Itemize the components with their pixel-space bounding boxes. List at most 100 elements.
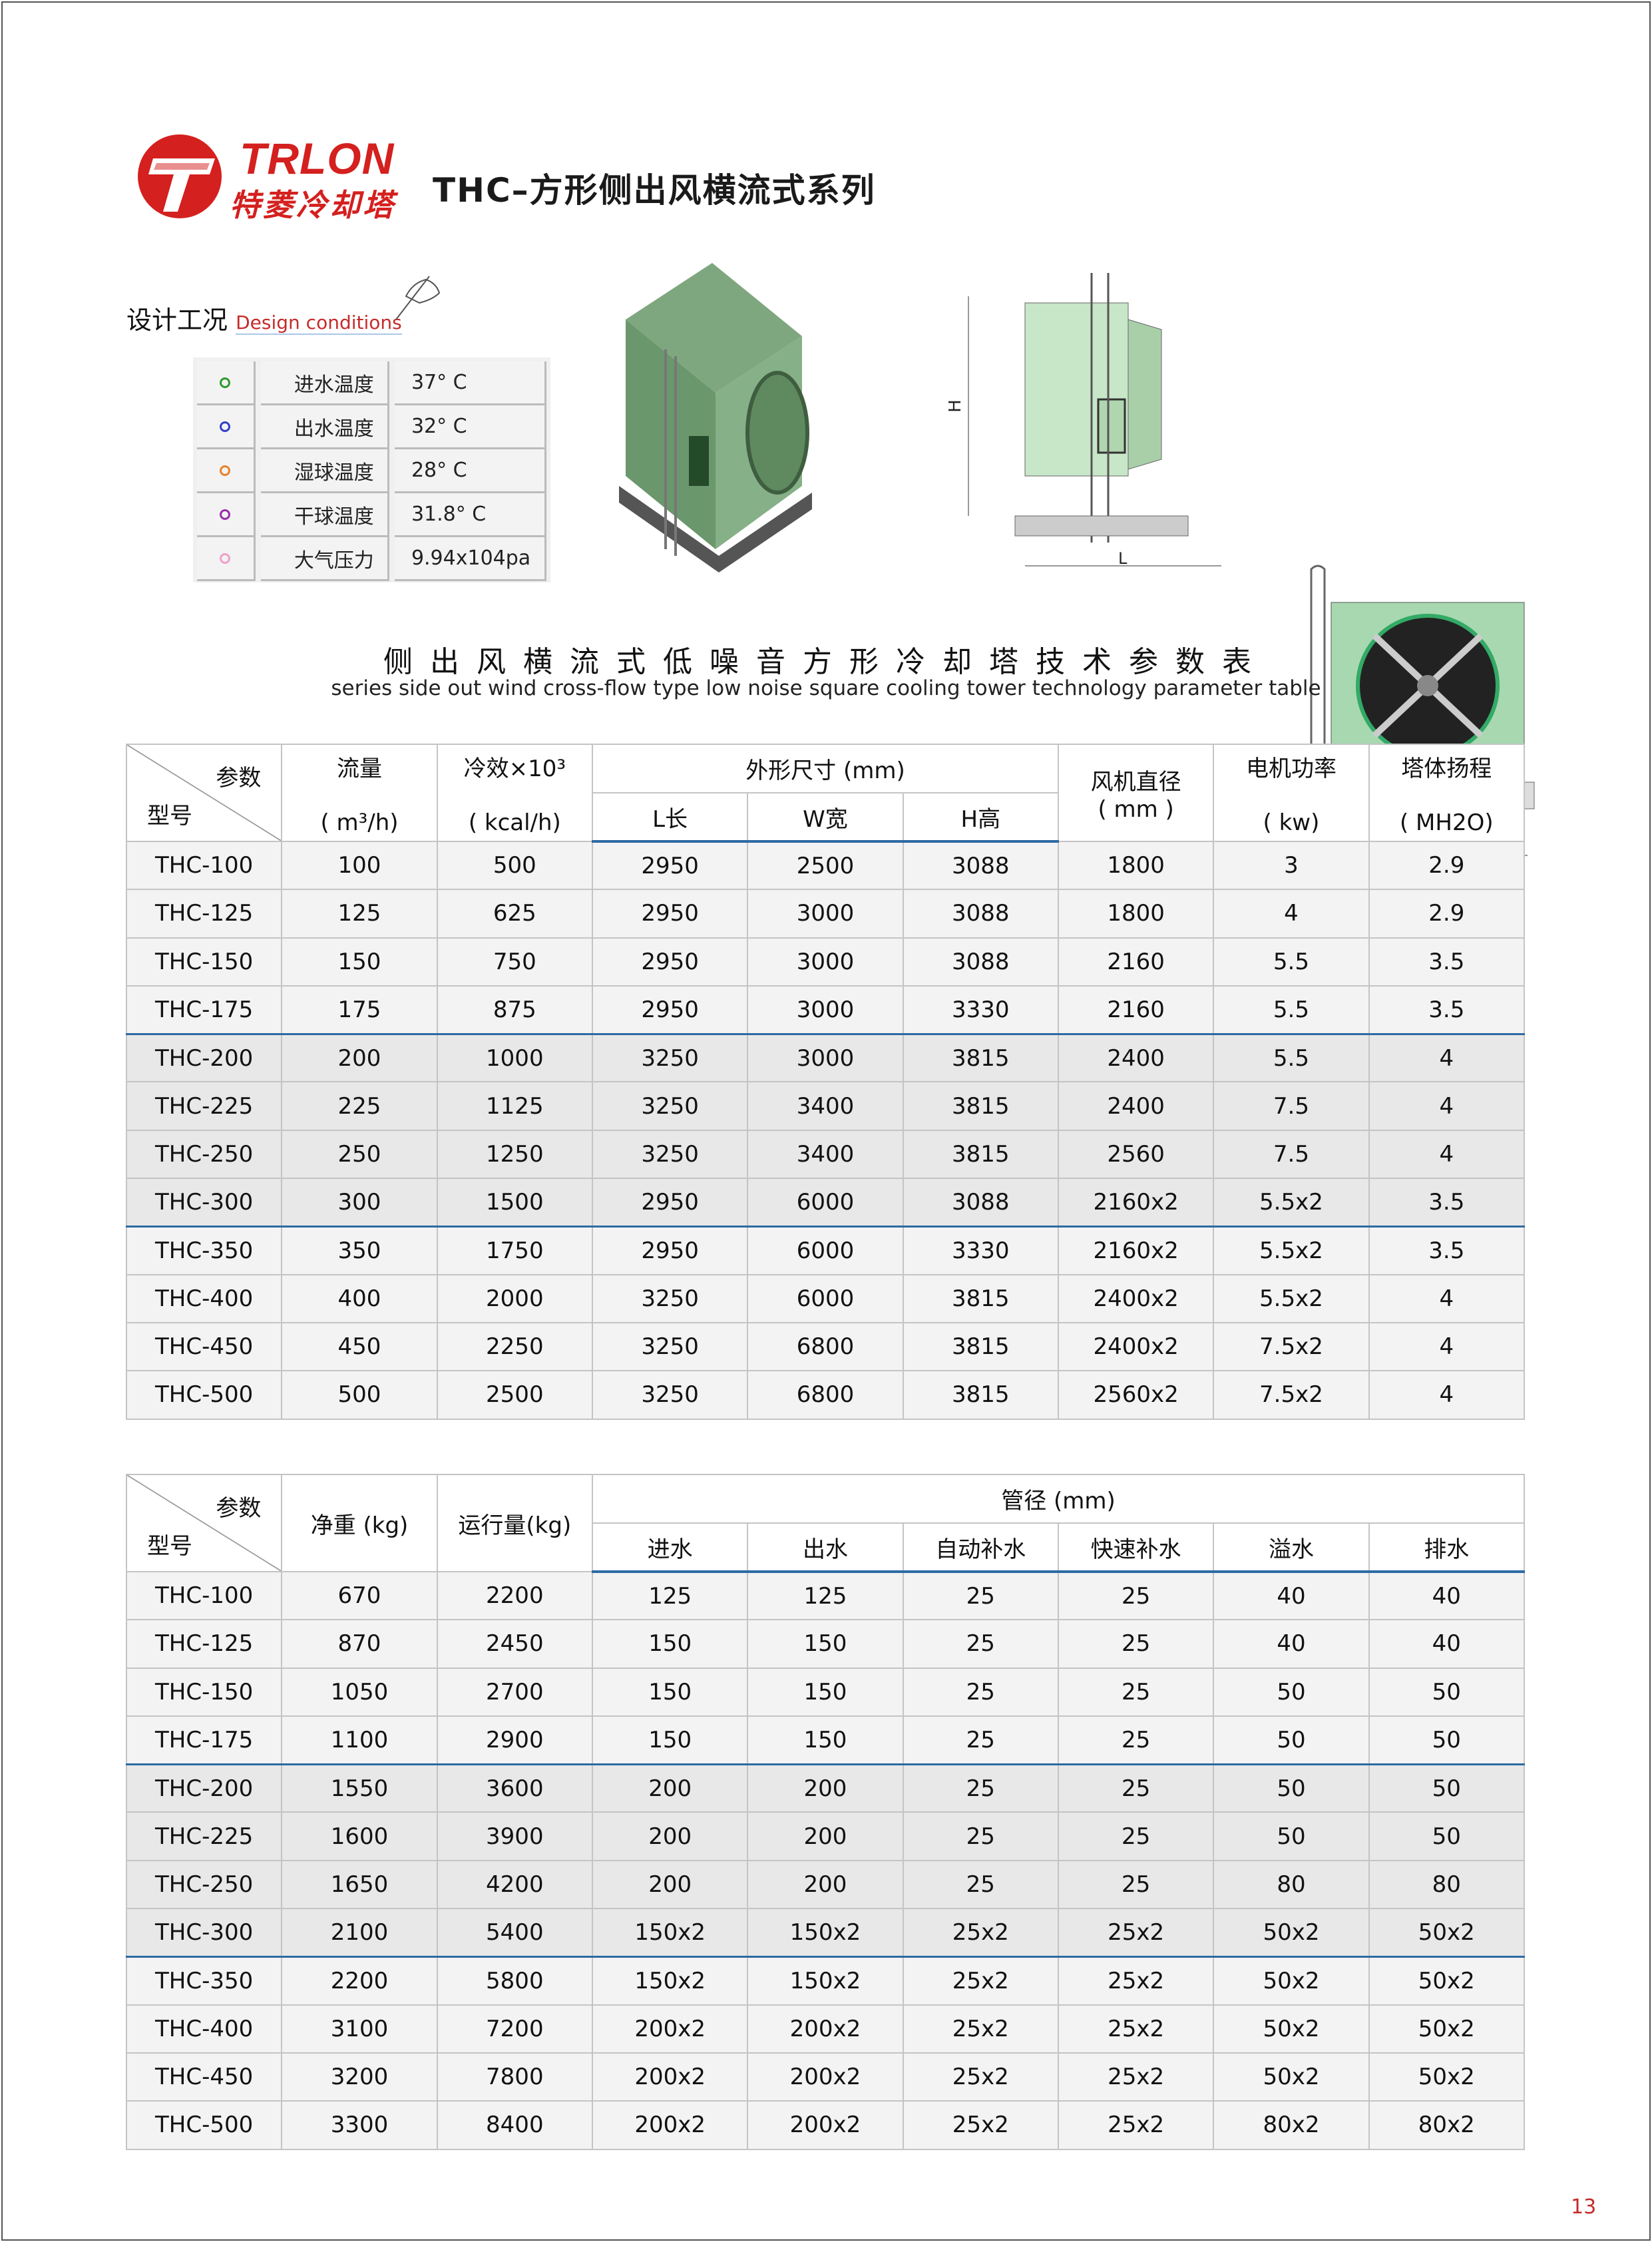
- condition-marker: [197, 493, 256, 537]
- value-cell: 50x2: [1368, 2004, 1526, 2054]
- circle-bullet-icon: [220, 421, 231, 432]
- value-cell: 875: [436, 985, 593, 1035]
- value-cell: 40: [1368, 1619, 1526, 1669]
- header-auto-makeup: 自动补水: [902, 1522, 1059, 1573]
- value-cell: 7.5x2: [1213, 1370, 1370, 1420]
- header-motor-power: 电机功率( kw): [1213, 744, 1370, 842]
- value-cell: 150x2: [747, 1955, 904, 2006]
- value-cell: 200x2: [747, 2052, 904, 2102]
- value-cell: 3330: [902, 985, 1059, 1035]
- design-conditions-label: 设计工况 Design conditions: [126, 300, 402, 336]
- header-cooling: 冷效×10³( kcal/h): [436, 744, 593, 842]
- value-cell: 870: [281, 1619, 438, 1669]
- value-cell: 150x2: [591, 1908, 749, 1958]
- value-cell: 7200: [436, 2004, 593, 2054]
- value-cell: 175: [281, 985, 438, 1035]
- condition-label: 出水温度: [260, 405, 389, 449]
- value-cell: 5.5x2: [1213, 1273, 1370, 1323]
- value-cell: 4: [1368, 1081, 1526, 1131]
- model-cell: THC-250: [125, 1859, 283, 1910]
- value-cell: 125: [747, 1570, 904, 1621]
- value-cell: 50x2: [1213, 1908, 1370, 1958]
- value-cell: 3600: [436, 1763, 593, 1813]
- table-row: THC-500 3300 8400 200x2 200x2 25x2 25x2 80x2 80x…: [125, 2100, 1526, 2150]
- value-cell: 3000: [747, 937, 904, 987]
- table-row: THC-500 500 2500 3250 6800 3815 2560x2 7.5x2 4: [125, 1370, 1526, 1420]
- tower-front-elevation-drawing: H L: [948, 270, 1228, 576]
- value-cell: 40: [1213, 1619, 1370, 1669]
- value-cell: 6000: [747, 1273, 904, 1323]
- value-cell: 5.5x2: [1213, 1225, 1370, 1275]
- value-cell: 50x2: [1368, 1908, 1526, 1958]
- value-cell: 25: [902, 1859, 1059, 1910]
- header-model: 型号: [147, 1533, 192, 1560]
- value-cell: 25x2: [1057, 2052, 1215, 2102]
- value-cell: 3250: [591, 1032, 749, 1083]
- value-cell: 2950: [591, 937, 749, 987]
- value-cell: 7.5x2: [1213, 1321, 1370, 1372]
- value-cell: 250: [281, 1129, 438, 1180]
- value-cell: 200x2: [591, 2100, 749, 2150]
- model-cell: THC-500: [125, 1370, 283, 1420]
- value-cell: 3300: [281, 2100, 438, 2150]
- value-cell: 350: [281, 1225, 438, 1275]
- model-cell: THC-350: [125, 1955, 283, 2006]
- value-cell: 200: [747, 1859, 904, 1910]
- value-cell: 5400: [436, 1908, 593, 1958]
- value-cell: 5.5x2: [1213, 1178, 1370, 1228]
- value-cell: 6800: [747, 1321, 904, 1372]
- value-cell: 1100: [281, 1715, 438, 1765]
- value-cell: 3100: [281, 2004, 438, 2054]
- value-cell: 2560: [1057, 1129, 1215, 1180]
- writing-hand-icon: [395, 276, 441, 320]
- value-cell: 5.5: [1213, 985, 1370, 1035]
- condition-marker: [197, 449, 256, 493]
- value-cell: 2450: [436, 1619, 593, 1669]
- technical-parameter-table: 参数 型号 流量( m³/h) 冷效×10³( kcal/h) 外形尺寸 (mm…: [125, 744, 1526, 1420]
- value-cell: 125: [281, 889, 438, 939]
- value-cell: 25: [1057, 1763, 1215, 1813]
- value-cell: 2.9: [1368, 889, 1526, 939]
- model-cell: THC-450: [125, 1321, 283, 1372]
- value-cell: 3400: [747, 1129, 904, 1180]
- value-cell: 4: [1368, 1370, 1526, 1420]
- header-dimensions: 外形尺寸 (mm): [591, 744, 1059, 793]
- table-row: THC-350 2200 5800 150x2 150x2 25x2 25x2 50x2 50x…: [125, 1955, 1526, 2006]
- brand-name: TRLON: [240, 134, 395, 183]
- table-row: THC-250 1650 4200 200 200 25 25 80 80: [125, 1859, 1526, 1910]
- value-cell: 2400: [1057, 1081, 1215, 1131]
- model-cell: THC-175: [125, 1715, 283, 1765]
- value-cell: 300: [281, 1178, 438, 1228]
- value-cell: 3000: [747, 1032, 904, 1083]
- model-cell: THC-150: [125, 937, 283, 987]
- header-operating-weight: 运行量(kg): [436, 1474, 593, 1572]
- model-cell: THC-175: [125, 985, 283, 1035]
- value-cell: 450: [281, 1321, 438, 1372]
- value-cell: 2200: [436, 1570, 593, 1621]
- value-cell: 25: [1057, 1667, 1215, 1717]
- value-cell: 200: [591, 1763, 749, 1813]
- design-conditions-en: Design conditions: [236, 312, 402, 335]
- value-cell: 200x2: [591, 2004, 749, 2054]
- value-cell: 1000: [436, 1032, 593, 1083]
- pipe-weight-table: 参数 型号 净重 (kg) 运行量(kg) 管径 (mm) 进水 出水 自动补水…: [125, 1474, 1526, 2150]
- value-cell: 50: [1368, 1715, 1526, 1765]
- page-title: THC–方形侧出风横流式系列: [433, 171, 876, 210]
- value-cell: 150x2: [591, 1955, 749, 2006]
- length-dimension-label: L: [1118, 549, 1128, 568]
- value-cell: 80: [1368, 1859, 1526, 1910]
- header-overflow: 溢水: [1213, 1522, 1370, 1573]
- trlon-logo-icon: [138, 134, 222, 218]
- value-cell: 2160: [1057, 985, 1215, 1035]
- condition-marker: [197, 537, 256, 581]
- value-cell: 3000: [747, 985, 904, 1035]
- value-cell: 25: [1057, 1811, 1215, 1861]
- model-cell: THC-125: [125, 1619, 283, 1669]
- model-cell: THC-225: [125, 1081, 283, 1131]
- value-cell: 2.9: [1368, 840, 1526, 891]
- value-cell: 1650: [281, 1859, 438, 1910]
- value-cell: 4: [1368, 1129, 1526, 1180]
- value-cell: 3.5: [1368, 985, 1526, 1035]
- value-cell: 4: [1213, 889, 1370, 939]
